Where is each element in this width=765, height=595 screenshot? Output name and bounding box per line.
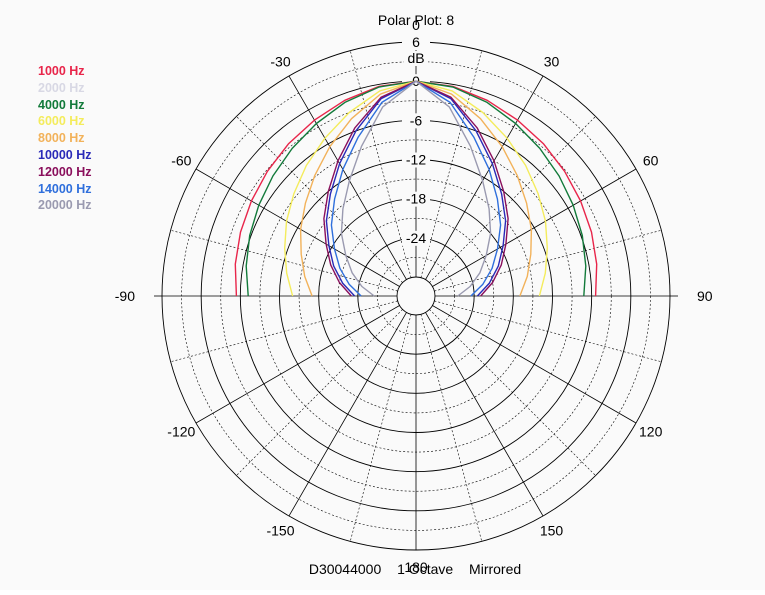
legend-item: 12000 Hz	[38, 164, 92, 179]
legend-item: 6000 Hz	[38, 114, 85, 129]
angle-tick-label: 90	[697, 288, 713, 304]
angle-tick-label: -60	[171, 153, 191, 169]
radial-tick-label: -12	[406, 152, 426, 168]
angle-tick-label: 30	[544, 53, 560, 69]
radial-tick-bg	[402, 191, 430, 207]
angle-tick-label: 120	[639, 424, 663, 440]
angle-tick-label: -120	[167, 424, 195, 440]
caption-code: D30044000	[308, 561, 382, 577]
radial-tick-label: -18	[406, 191, 426, 207]
angle-tick-label: -90	[115, 288, 135, 304]
legend-item: 10000 Hz	[38, 147, 92, 162]
grid-spoke	[170, 229, 398, 292]
grid-spoke	[434, 229, 662, 292]
grid-spoke	[288, 312, 407, 517]
grid-spoke	[429, 116, 596, 283]
grid-spoke	[349, 50, 412, 278]
grid-spoke	[195, 168, 400, 287]
grid-spoke	[429, 309, 596, 476]
grid-spoke	[236, 309, 403, 476]
legend-item: 8000 Hz	[38, 131, 85, 146]
grid-spoke	[236, 116, 403, 283]
grid-circle	[396, 276, 436, 316]
chart-title: Polar Plot: 8	[378, 12, 454, 28]
grid-spoke	[425, 312, 544, 517]
grid-spoke	[432, 305, 637, 424]
legend: 1000 Hz 2000 Hz 4000 Hz 6000 Hz 8000 Hz 10000…	[38, 63, 92, 214]
legend-item: 4000 Hz	[38, 97, 85, 112]
angle-tick-label: 0	[412, 17, 420, 33]
angle-tick-label: 150	[540, 523, 564, 539]
grid-spoke	[420, 50, 483, 278]
angle-tick-label: 60	[643, 153, 659, 169]
angle-tick-label: 180	[404, 559, 428, 575]
grid-spoke	[432, 168, 637, 287]
radial-tick-label: 6	[412, 34, 420, 50]
angle-tick-label: -30	[270, 53, 290, 69]
grid-spoke	[170, 300, 398, 363]
legend-item: 2000 Hz	[38, 80, 85, 95]
angle-tick-label: -150	[266, 523, 294, 539]
grid-spoke	[349, 314, 412, 542]
radial-tick-label: -6	[410, 112, 423, 128]
grid-spoke	[425, 75, 544, 280]
legend-item: 14000 Hz	[38, 181, 92, 196]
caption-mode: Mirrored	[469, 561, 522, 577]
radial-tick-label: -24	[406, 230, 426, 246]
plot-caption: D30044000 1 Octave Mirrored	[0, 561, 765, 577]
radial-tick-bg	[402, 35, 430, 50]
grid-spoke	[434, 300, 662, 363]
radial-tick-bg	[402, 113, 430, 129]
radial-unit-label: dB	[407, 50, 424, 66]
legend-item: 20000 Hz	[38, 198, 92, 213]
series-line-20000-hz	[340, 80, 492, 297]
radial-tick-bg	[402, 230, 430, 246]
legend-item: 1000 Hz	[38, 64, 85, 78]
unit-label-bg	[404, 51, 428, 66]
grid-spoke	[288, 75, 407, 280]
grid-spoke	[420, 314, 483, 542]
caption-band: 1 Octave	[397, 561, 454, 577]
grid-spoke	[195, 305, 400, 424]
radial-tick-bg	[402, 152, 430, 168]
